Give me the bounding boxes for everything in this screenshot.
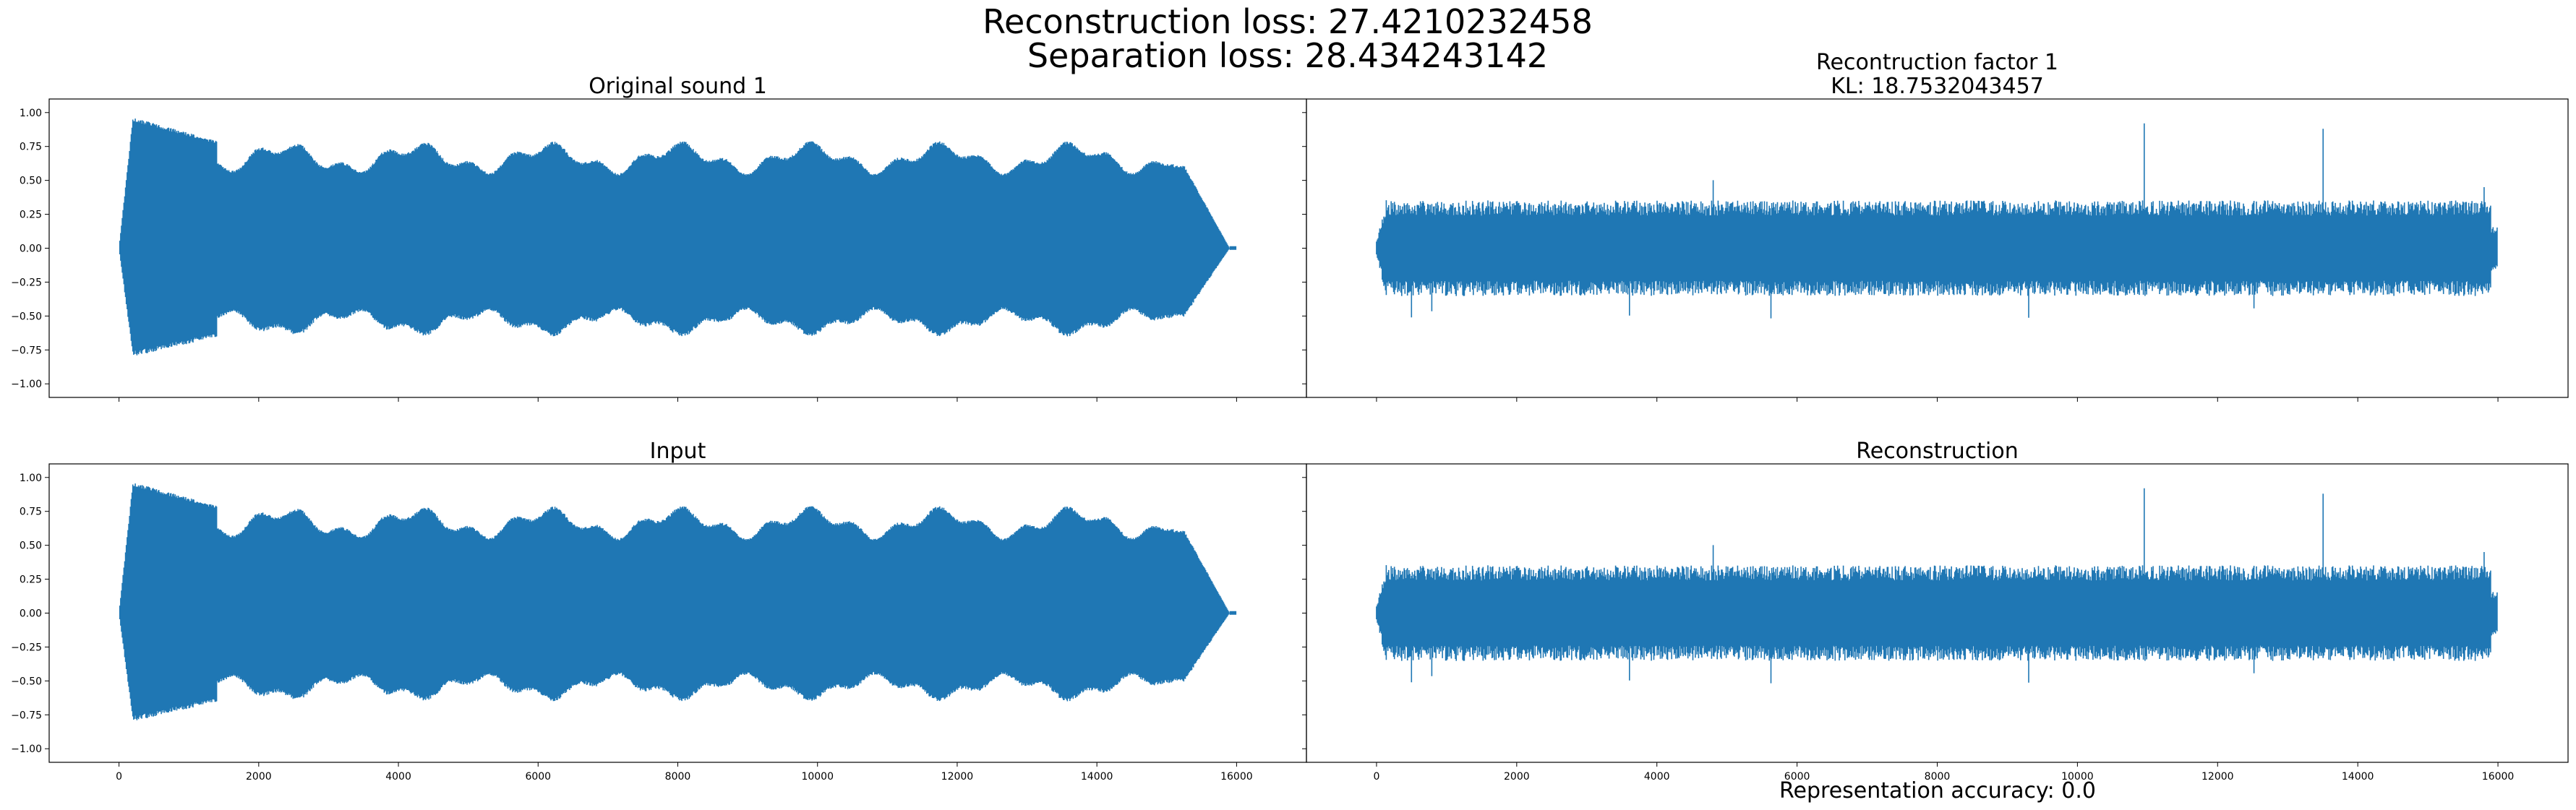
subplot-4-xtick-label: 0 <box>1373 771 1379 783</box>
subplot-3-ytick-label: 0.00 <box>20 608 42 620</box>
suptitle-line-1: Reconstruction loss: 27.4210232458 <box>983 2 1593 41</box>
subplot-3: Input −1.00 −0.75 −0.50 −0.25 0.00 0.25 0.50 0.7… <box>11 439 1307 783</box>
subplot-3-xtick-label: 4000 <box>385 771 411 783</box>
subplot-1-ytick-label: −1.00 <box>11 379 42 390</box>
subplot-4-xtick-label: 6000 <box>1784 771 1810 783</box>
subplot-3-xtick-label: 6000 <box>525 771 551 783</box>
subplot-3-xtick-label: 8000 <box>665 771 691 783</box>
subplot-4-xtick-label: 14000 <box>2342 771 2374 783</box>
subplot-4: Reconstruction 0 2000 4000 6000 8000 10000 1200… <box>1302 439 2569 783</box>
subplot-3-xtick-label: 12000 <box>941 771 974 783</box>
subplot-grid: Original sound 1 −1.00 −0.75 −0.50 −0.25 0.00… <box>11 50 2569 783</box>
subplot-3-title-line-1: Input <box>650 439 706 464</box>
subplot-3-ytick-label: −0.25 <box>11 642 42 653</box>
subplot-4-title-line-1: Reconstruction <box>1856 439 2019 464</box>
subplot-3-xtick-label: 16000 <box>1220 771 1253 783</box>
subplot-3-ytick-label: 0.25 <box>20 574 42 586</box>
subplot-3-ytick-label: −1.00 <box>11 744 42 755</box>
subplot-2-waveform <box>1376 123 2498 319</box>
subplot-4-xtick-label: 2000 <box>1504 771 1530 783</box>
subplot-1-ytick-label: 1.00 <box>20 108 42 119</box>
subplot-4-xtick-label: 4000 <box>1644 771 1670 783</box>
subplot-4-xtick-label: 8000 <box>1925 771 1951 783</box>
subplot-3-ytick-label: 1.00 <box>20 473 42 484</box>
subplot-3-ytick-label: 0.50 <box>20 540 42 552</box>
subplot-4-waveform <box>1376 488 2498 684</box>
subplot-1-ytick-label: −0.75 <box>11 345 42 356</box>
subplot-2: Recontruction factor 1KL: 18.7532043457 <box>1302 50 2569 402</box>
subplot-4-xtick-label: 12000 <box>2201 771 2234 783</box>
subplot-3-xtick-label: 0 <box>116 771 122 783</box>
subplot-1-waveform <box>119 119 1237 356</box>
subplot-1-title-line-1: Original sound 1 <box>589 74 767 99</box>
subplot-1-ytick-label: −0.25 <box>11 277 42 288</box>
subplot-1-ytick-label: 0.75 <box>20 142 42 153</box>
subplot-4-xtick-label: 10000 <box>2061 771 2094 783</box>
subplot-3-ytick-label: −0.50 <box>11 676 42 687</box>
subplot-3-waveform <box>119 483 1237 720</box>
footer-representation-accuracy: Representation accuracy: 0.0 <box>1779 778 2096 803</box>
subplot-3-ytick-label: 0.75 <box>20 507 42 518</box>
subplot-1-ytick-label: 0.50 <box>20 176 42 187</box>
subplot-3-xtick-label: 10000 <box>801 771 834 783</box>
subplot-4-xtick-label: 16000 <box>2482 771 2515 783</box>
subplot-3-ytick-label: −0.75 <box>11 710 42 721</box>
subplot-3-xtick-label: 14000 <box>1081 771 1113 783</box>
suptitle-line-2: Separation loss: 28.434243142 <box>1027 36 1548 75</box>
subplot-1: Original sound 1 −1.00 −0.75 −0.50 −0.25 0.00… <box>11 74 1307 402</box>
subplot-1-ytick-label: −0.50 <box>11 311 42 322</box>
subplot-2-title-line-2: KL: 18.7532043457 <box>1831 74 2044 99</box>
subplot-1-ytick-label: 0.00 <box>20 244 42 255</box>
subplot-3-xtick-label: 2000 <box>246 771 272 783</box>
subplot-1-ytick-label: 0.25 <box>20 210 42 221</box>
subplot-2-title-line-1: Recontruction factor 1 <box>1816 50 2058 75</box>
